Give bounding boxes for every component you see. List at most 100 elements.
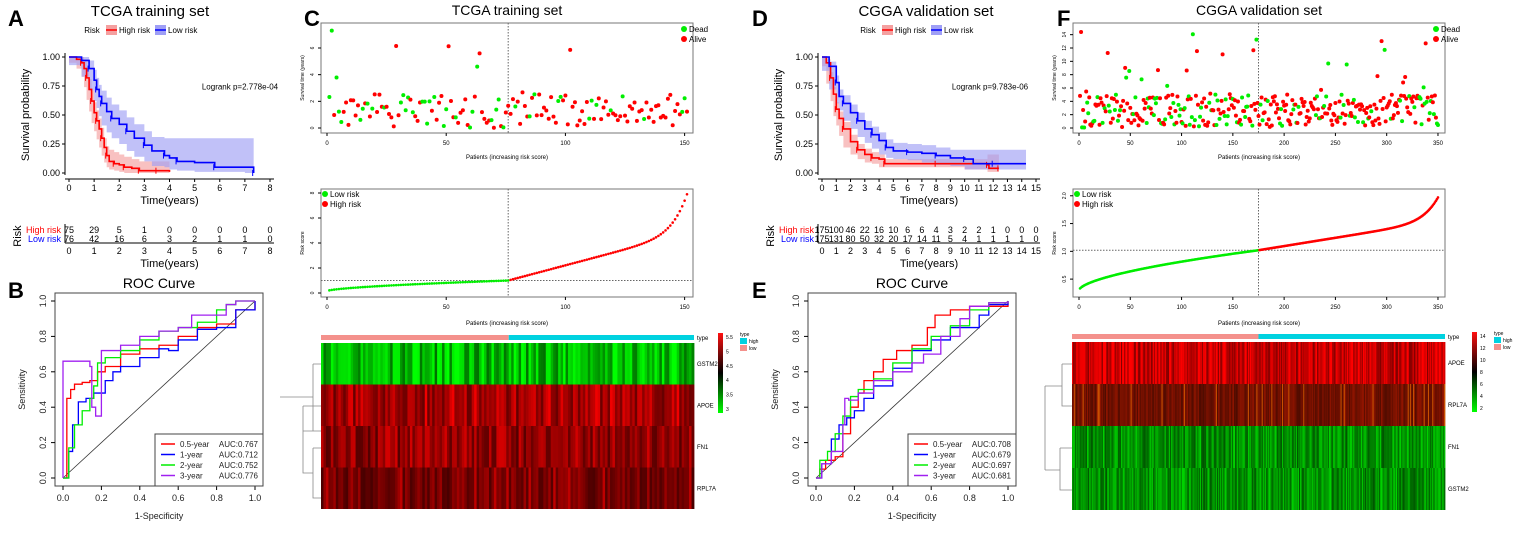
heatmap-cell [1400, 426, 1402, 468]
heatmap-cell [1103, 342, 1106, 384]
heatmap-cell [476, 467, 480, 509]
x-tick-label: 1.0 [1002, 493, 1015, 503]
heatmap-cell [434, 467, 438, 509]
heatmap-cell [580, 343, 584, 385]
heatmap-cell [1259, 426, 1262, 468]
heatmap-cell [1103, 468, 1106, 510]
point-dead [1085, 100, 1090, 105]
heatmap-cell [1187, 342, 1189, 384]
heatmap-cell [355, 384, 359, 426]
x-tick-label: 250 [1330, 305, 1341, 311]
heatmap-cell [471, 384, 475, 426]
risk-count: 4 [934, 225, 939, 235]
point-high-risk [621, 248, 624, 252]
heatmap-cell [1173, 468, 1175, 510]
heatmap-cell [1243, 426, 1246, 468]
heatmap-cell [1167, 384, 1170, 426]
heatmap-cell [1397, 342, 1399, 384]
point-alive [1285, 92, 1290, 97]
risk-count: 14 [917, 234, 927, 244]
heatmap-cell [1083, 384, 1086, 426]
point-alive [1135, 113, 1140, 118]
heatmap-cell [493, 467, 497, 509]
heatmap-cell [1307, 468, 1309, 510]
heatmap-cell [1359, 426, 1362, 468]
heatmap-cell [1317, 468, 1319, 510]
point-alive [1174, 120, 1179, 125]
x-tick-label: 14 [1017, 183, 1027, 193]
heatmap-cell [345, 343, 349, 385]
heatmap-cell [498, 467, 502, 509]
heatmap-cell [1086, 342, 1089, 384]
heatmap-cell [412, 467, 416, 509]
point-alive [530, 95, 535, 100]
point-dead [425, 121, 430, 126]
heatmap-cell [607, 426, 611, 468]
heatmap-cell [1325, 426, 1328, 468]
heatmap-cell [1135, 468, 1138, 510]
y-tick-label: 2 [310, 266, 316, 269]
heatmap-cell [1398, 426, 1400, 468]
heatmap-cell [1271, 468, 1273, 510]
heatmap-cell [1423, 384, 1426, 426]
legend-box [907, 433, 1017, 487]
heatmap-cell [1098, 384, 1101, 426]
plot-frame [1072, 22, 1446, 134]
heatmap-cell [1165, 468, 1168, 510]
heatmap-cell [1139, 342, 1141, 384]
heatmap-cell [343, 426, 347, 468]
heatmap-cell [1280, 384, 1283, 426]
heatmap-cell [1121, 384, 1123, 426]
heatmap-cell [1370, 342, 1372, 384]
heatmap-cell [466, 343, 470, 385]
heatmap-cell [1389, 384, 1392, 426]
heatmap-cell [1124, 426, 1126, 468]
heatmap-cell [1203, 468, 1205, 510]
heatmap-cell [1372, 342, 1374, 384]
heatmap-cell [661, 343, 665, 385]
point-alive [1295, 120, 1300, 125]
heatmap-cell [1432, 426, 1434, 468]
heatmap-cell [1143, 384, 1145, 426]
point-alive [1290, 98, 1295, 103]
heatmap-cell [1407, 384, 1410, 426]
heatmap-cell [402, 384, 406, 426]
heatmap-cell [1329, 426, 1332, 468]
heatmap-cell [1256, 426, 1258, 468]
panel-letter-c: C [304, 6, 320, 31]
point-low-risk [463, 280, 467, 284]
heatmap-cell [526, 384, 529, 426]
point-low-risk [366, 285, 369, 289]
heatmap-cell [412, 426, 416, 468]
heatmap-cell [1340, 426, 1343, 468]
heatmap-cell [1371, 384, 1373, 426]
point-dead [1214, 123, 1219, 128]
heatmap-cell [1093, 468, 1095, 510]
heatmap-cell [1133, 342, 1136, 384]
heatmap-cell [461, 384, 465, 426]
point-low-risk [361, 285, 365, 289]
point-dead [1086, 111, 1091, 116]
heatmap-cell [652, 343, 655, 385]
heatmap-cell [1181, 426, 1184, 468]
x-tick-label: 0.2 [848, 493, 861, 503]
heatmap-cell [1314, 342, 1317, 384]
heatmap-cell [481, 384, 485, 426]
heatmap-cell [570, 384, 574, 426]
heatmap-cell [1272, 342, 1274, 384]
heatmap-cell [1289, 426, 1291, 468]
heatmap-cell [1422, 468, 1425, 510]
heatmap-cell [1156, 384, 1158, 426]
km-curve-high [822, 56, 999, 170]
heatmap-cell [622, 467, 626, 509]
heatmap-cell [1125, 342, 1127, 384]
heatmap-cell [1114, 342, 1117, 384]
colorbar-tick-label: 4 [726, 378, 729, 384]
heatmap-cell [1436, 468, 1438, 510]
heatmap-cell [1122, 468, 1124, 510]
heatmap-cell [1165, 426, 1168, 468]
point-high-risk [616, 249, 620, 253]
heatmap-cell [1172, 342, 1174, 384]
risk-count: 32 [874, 234, 884, 244]
heatmap-cell [1306, 384, 1308, 426]
